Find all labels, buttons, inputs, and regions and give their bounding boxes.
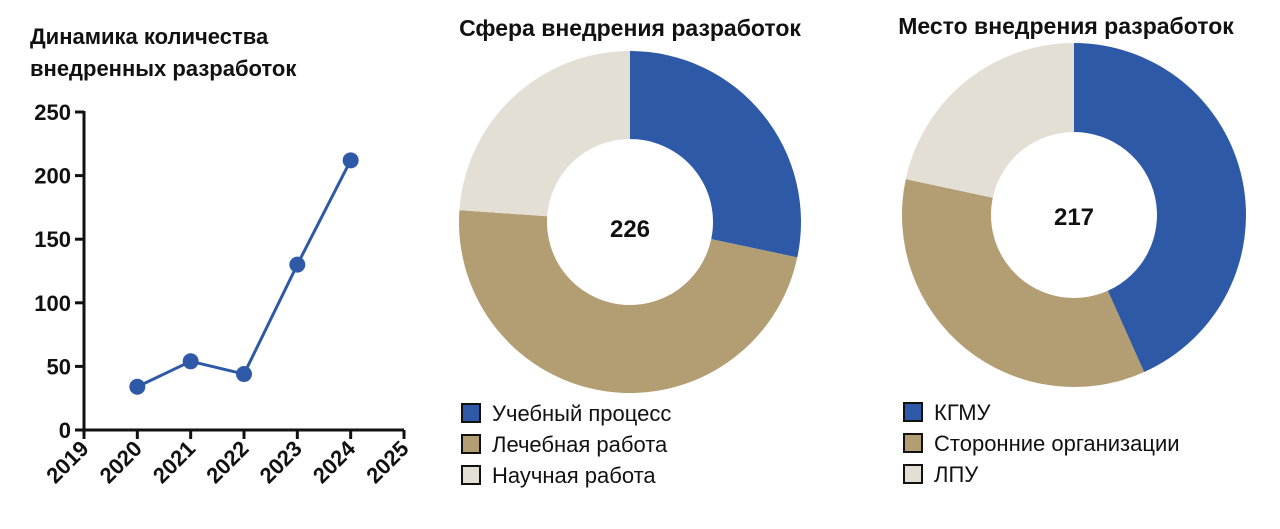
legend-swatch bbox=[461, 465, 481, 485]
data-point bbox=[182, 353, 199, 370]
y-ticks: 0 50 100 150 200 250 bbox=[34, 100, 84, 443]
line-chart-title-line-2: внедренных разработок bbox=[30, 56, 297, 81]
legend-swatch bbox=[461, 403, 481, 423]
donut-slice bbox=[459, 51, 630, 217]
x-ticks: 2019 2020 2021 2022 2023 2024 2025 bbox=[41, 430, 414, 488]
donut-1-legend: Учебный процесс Лечебная работа Научная ра… bbox=[461, 401, 671, 488]
donut-slice bbox=[459, 210, 798, 393]
data-point bbox=[236, 366, 252, 383]
legend-label: Научная работа bbox=[492, 463, 656, 488]
x-tick-label: 2022 bbox=[201, 436, 253, 488]
x-tick-label: 2020 bbox=[95, 436, 147, 488]
legend-swatch bbox=[903, 433, 923, 453]
x-tick-label: 2024 bbox=[308, 435, 361, 488]
legend-label: ЛПУ bbox=[934, 462, 979, 487]
donut-slice bbox=[630, 51, 802, 258]
donut-2-total: 217 bbox=[1054, 204, 1094, 231]
x-tick-label: 2021 bbox=[148, 436, 200, 488]
donut-1-slices bbox=[459, 51, 802, 393]
line-chart-title-line-1: Динамика количества bbox=[30, 24, 269, 49]
y-tick-label: 150 bbox=[34, 227, 71, 252]
y-tick-label: 0 bbox=[59, 418, 71, 443]
y-tick-label: 100 bbox=[34, 291, 71, 316]
line-chart: Динамика количества внедренных разработо… bbox=[30, 24, 414, 488]
legend-swatch bbox=[903, 402, 923, 422]
donut-2-legend: КГМУ Сторонние организации ЛПУ bbox=[903, 400, 1180, 487]
y-tick-label: 200 bbox=[34, 164, 71, 189]
y-tick-label: 250 bbox=[34, 100, 71, 125]
y-tick-label: 50 bbox=[47, 354, 71, 379]
data-point bbox=[342, 152, 359, 169]
legend-label: Лечебная работа bbox=[492, 432, 668, 457]
donut-1-total: 226 bbox=[610, 216, 650, 243]
legend-label: КГМУ bbox=[934, 400, 992, 425]
data-point bbox=[129, 378, 146, 395]
series-points bbox=[129, 152, 359, 395]
series-line bbox=[136, 159, 353, 389]
x-tick-label: 2019 bbox=[41, 436, 93, 488]
legend-label: Учебный процесс bbox=[492, 401, 671, 426]
donut-slice bbox=[902, 179, 1145, 387]
donut-2-title: Место внедрения разработок bbox=[898, 13, 1234, 39]
donut-slice bbox=[1074, 43, 1247, 373]
legend-swatch bbox=[461, 434, 481, 454]
x-tick-label: 2023 bbox=[255, 436, 307, 488]
donut-slice bbox=[905, 43, 1074, 198]
x-tick-label: 2025 bbox=[361, 436, 413, 488]
donut-chart-sphere: Сфера внедрения разработок 226 Учебный п… bbox=[459, 15, 801, 488]
donut-2-slices bbox=[902, 43, 1247, 387]
donut-1-title: Сфера внедрения разработок bbox=[459, 15, 801, 41]
legend-label: Сторонние организации bbox=[934, 431, 1180, 456]
donut-chart-place: Место внедрения разработок 217 КГМУ Сторо… bbox=[898, 13, 1247, 487]
legend-swatch bbox=[903, 464, 923, 484]
data-point bbox=[289, 256, 306, 273]
